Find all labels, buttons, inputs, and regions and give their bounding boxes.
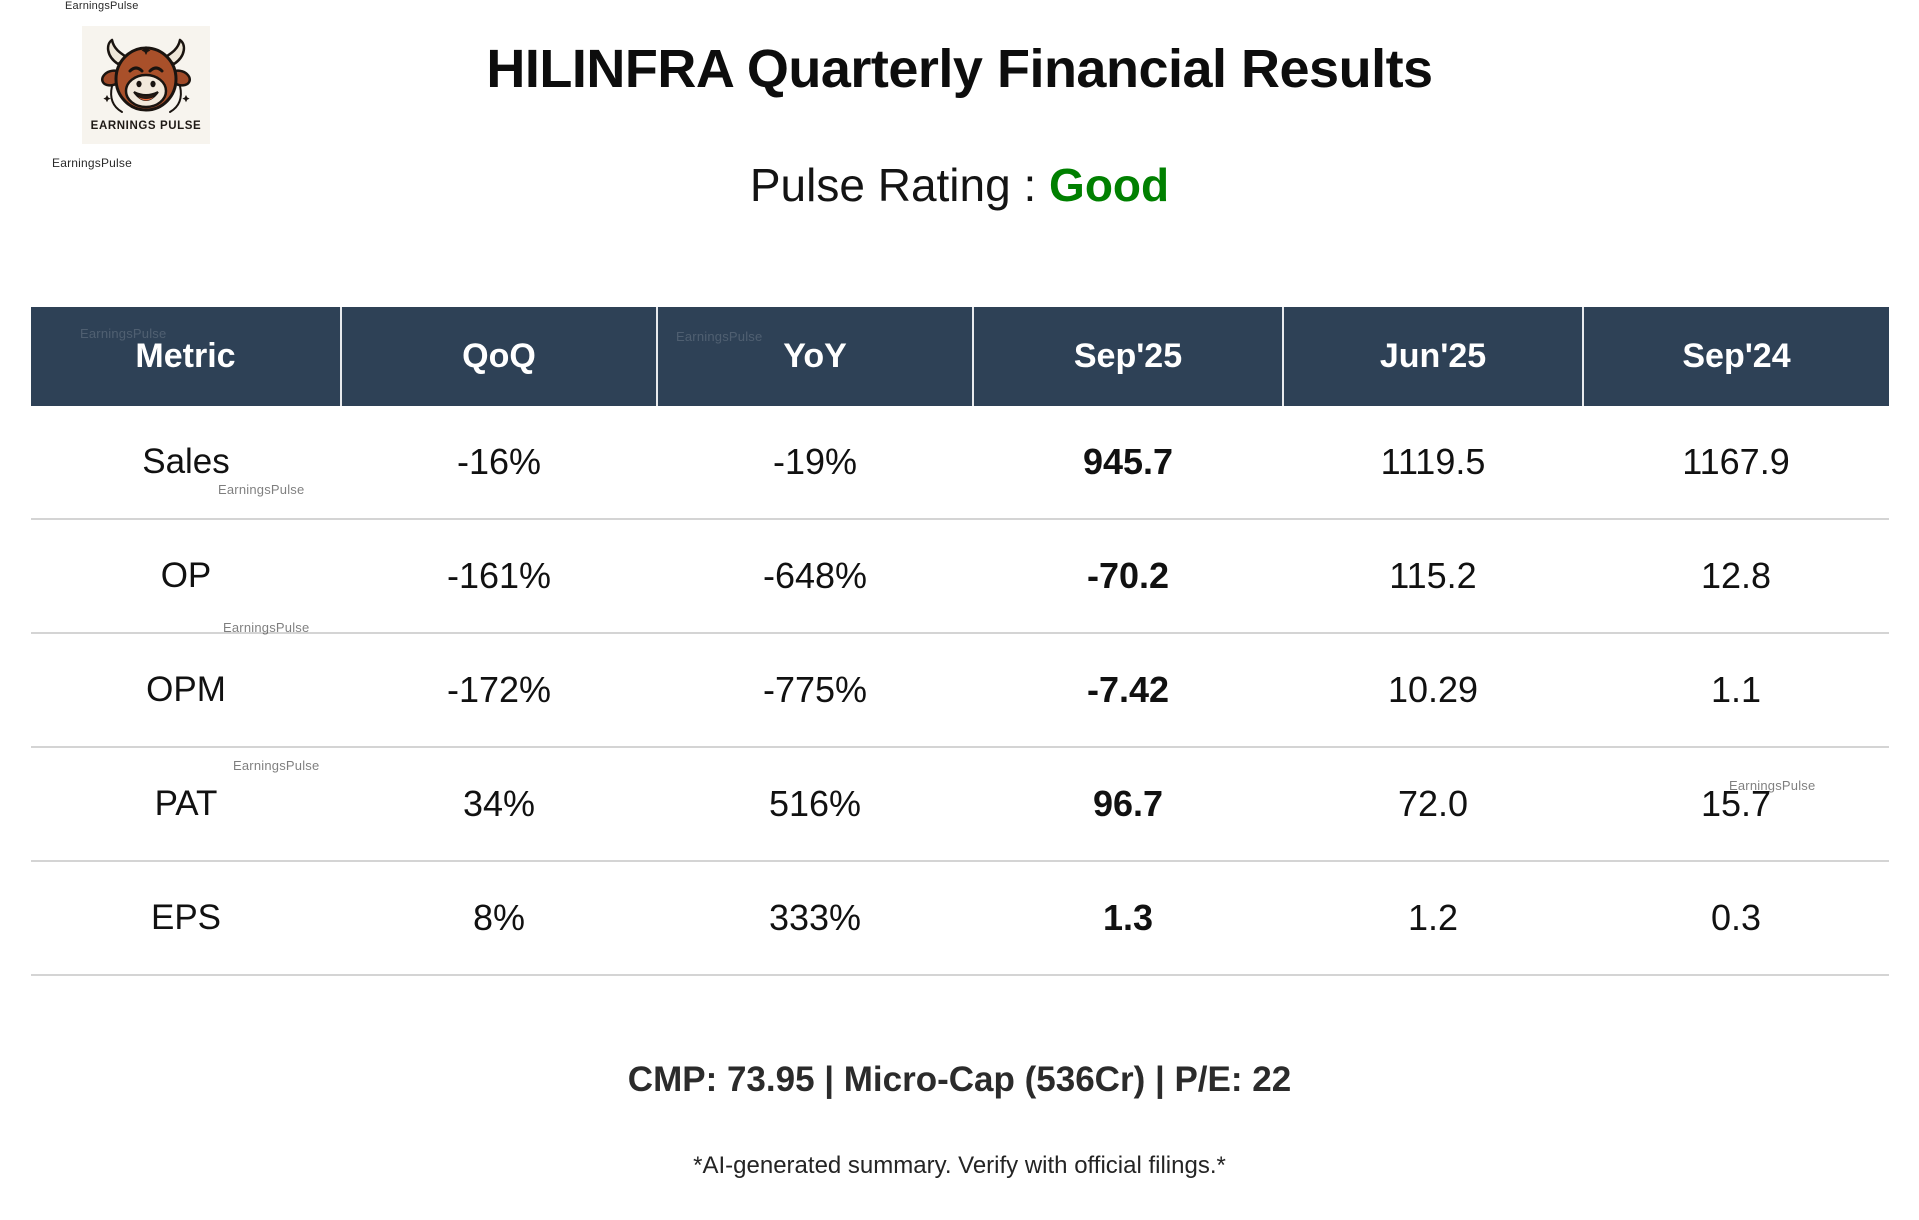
row-metric-name: EPS <box>31 861 341 976</box>
table-row: OPM -172% -775% -7.42 10.29 1.1 <box>31 633 1889 748</box>
table-row: PAT 34% 516% 96.7 72.0 15.7 <box>31 747 1889 862</box>
cell-qoq: 34% <box>341 747 657 862</box>
cell-sep25: 1.3 <box>973 861 1283 976</box>
cmp-market-cap-pe-line: CMP: 73.95 | Micro-Cap (536Cr) | P/E: 22 <box>627 1060 1292 1099</box>
cell-qoq: -161% <box>341 519 657 634</box>
cell-qoq: -16% <box>341 406 657 520</box>
cell-qoq: -172% <box>341 633 657 748</box>
table-header-row: Metric QoQ YoY Sep'25 Jun'25 Sep'24 <box>31 307 1889 406</box>
earnings-pulse-logo: EARNINGS PULSE <box>82 26 210 144</box>
cell-yoy: 333% <box>657 861 973 976</box>
financial-results-table-wrapper: Metric QoQ YoY Sep'25 Jun'25 Sep'24 Sale… <box>31 307 1889 976</box>
ai-disclaimer: *AI-generated summary. Verify with offic… <box>693 1152 1226 1179</box>
cell-sep24: 1167.9 <box>1583 406 1889 520</box>
cell-sep24: 15.7 <box>1583 747 1889 862</box>
row-metric-name: Sales <box>31 406 341 520</box>
row-metric-name: PAT <box>31 747 341 862</box>
cell-yoy: -648% <box>657 519 973 634</box>
column-header-sep25: Sep'25 <box>973 307 1284 406</box>
watermark-logo-bottom: EarningsPulse <box>52 156 132 170</box>
column-header-qoq: QoQ <box>341 307 658 406</box>
pulse-rating-label: Pulse Rating : <box>749 159 1050 211</box>
cell-jun25: 115.2 <box>1283 519 1583 634</box>
svg-text:EARNINGS PULSE: EARNINGS PULSE <box>91 120 202 132</box>
cell-yoy: -775% <box>657 633 973 748</box>
table-row: OP -161% -648% -70.2 115.2 12.8 <box>31 519 1889 634</box>
watermark-logo-top: EarningsPulse <box>65 0 139 12</box>
pulse-rating-value: Good <box>1049 159 1170 211</box>
bull-mascot-icon: EARNINGS PULSE <box>82 26 210 144</box>
financial-results-table: Metric QoQ YoY Sep'25 Jun'25 Sep'24 Sale… <box>31 307 1889 976</box>
cell-yoy: 516% <box>657 747 973 862</box>
cell-qoq: 8% <box>341 861 657 976</box>
table-row: EPS 8% 333% 1.3 1.2 0.3 <box>31 861 1889 976</box>
cell-sep25: 945.7 <box>973 406 1283 520</box>
column-header-metric: Metric <box>31 307 342 406</box>
column-header-jun25: Jun'25 <box>1283 307 1584 406</box>
cell-sep24: 1.1 <box>1583 633 1889 748</box>
cell-sep25: -7.42 <box>973 633 1283 748</box>
cell-jun25: 1.2 <box>1283 861 1583 976</box>
row-metric-name: OP <box>31 519 341 634</box>
cell-jun25: 72.0 <box>1283 747 1583 862</box>
cell-sep24: 0.3 <box>1583 861 1889 976</box>
cell-sep25: -70.2 <box>973 519 1283 634</box>
cell-jun25: 1119.5 <box>1283 406 1583 520</box>
pulse-rating-line: Pulse Rating : Good <box>0 158 1919 212</box>
cell-jun25: 10.29 <box>1283 633 1583 748</box>
cell-yoy: -19% <box>657 406 973 520</box>
cell-sep25: 96.7 <box>973 747 1283 862</box>
page-title: HILINFRA Quarterly Financial Results <box>486 39 1433 99</box>
row-metric-name: OPM <box>31 633 341 748</box>
column-header-sep24: Sep'24 <box>1583 307 1889 406</box>
table-row: Sales -16% -19% 945.7 1119.5 1167.9 <box>31 406 1889 520</box>
column-header-yoy: YoY <box>657 307 974 406</box>
cell-sep24: 12.8 <box>1583 519 1889 634</box>
